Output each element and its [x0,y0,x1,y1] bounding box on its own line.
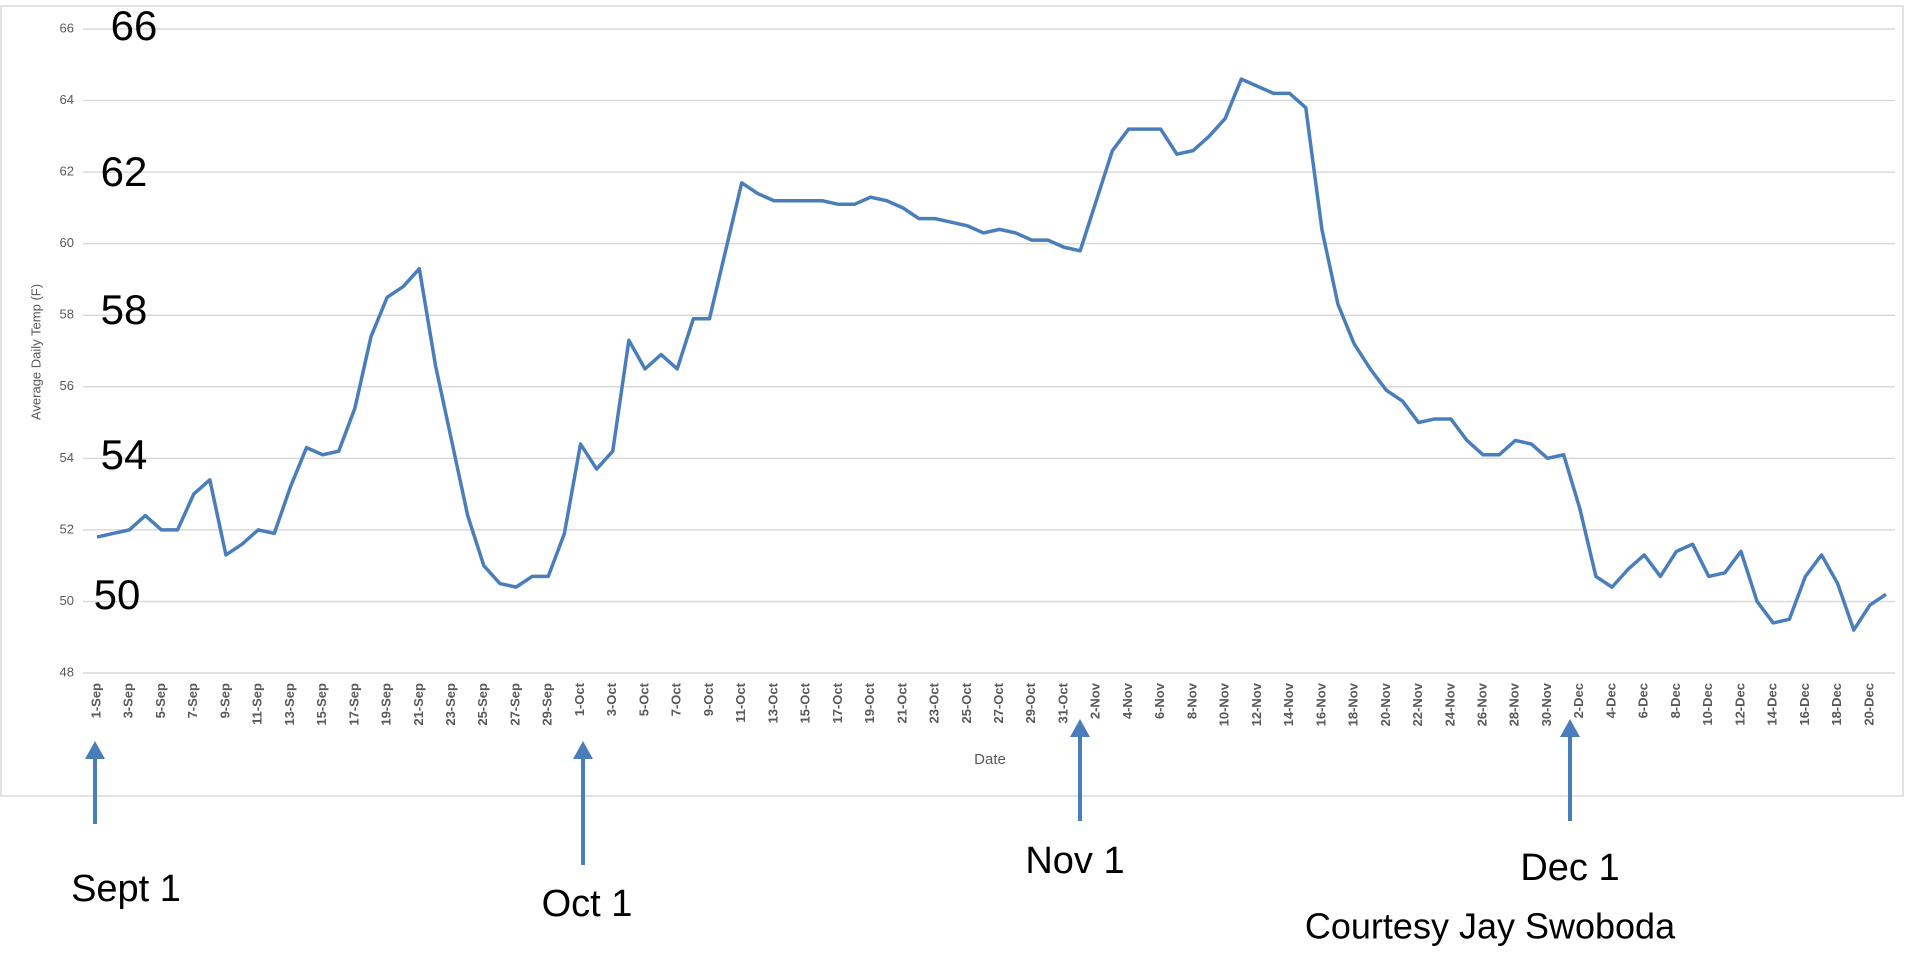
x-tick-label: 10-Dec [1700,683,1715,726]
x-tick-label: 1-Sep [88,683,103,718]
x-tick-label: 12-Nov [1249,682,1264,726]
x-tick-label: 12-Dec [1732,683,1747,726]
x-tick-label: 27-Sep [507,683,522,726]
x-tick-label: 29-Oct [1023,682,1038,723]
y-tick-label: 64 [60,92,74,107]
annotation: Courtesy Jay Swoboda [1305,906,1676,947]
arrow-head [85,741,105,759]
y-tick-label: 54 [60,450,74,465]
arrow-head [1070,719,1090,737]
annotation: Dec 1 [1520,847,1619,889]
y-tick-label: 62 [60,164,74,179]
x-tick-label: 20-Nov [1378,682,1393,726]
x-tick-label: 29-Sep [540,683,555,726]
x-tick-label: 25-Sep [475,683,490,726]
x-tick-label: 23-Sep [443,683,458,726]
annotation: Sept 1 [71,868,181,910]
x-tick-label: 21-Oct [894,682,909,723]
x-tick-label: 8-Dec [1668,683,1683,718]
x-tick-label: 3-Sep [121,683,136,718]
arrow-head [1560,719,1580,737]
x-tick-label: 5-Sep [153,683,168,718]
annotation: Nov 1 [1025,840,1124,882]
y-tick-label: 50 [60,593,74,608]
annotation: Oct 1 [542,883,633,925]
annotation: 54 [101,431,148,478]
arrow-head [573,741,593,759]
x-tick-label: 11-Sep [250,683,265,725]
x-tick-label: 15-Oct [798,682,813,723]
y-tick-label: 48 [60,664,74,679]
x-tick-label: 14-Nov [1281,682,1296,726]
x-tick-label: 10-Nov [1217,682,1232,726]
x-tick-label: 18-Nov [1346,682,1361,726]
x-tick-label: 18-Dec [1829,683,1844,726]
x-tick-label: 28-Nov [1507,682,1522,726]
x-tick-label: 1-Oct [572,682,587,716]
x-tick-label: 21-Sep [411,683,426,726]
x-tick-label: 13-Oct [765,682,780,723]
x-tick-label: 24-Nov [1442,682,1457,726]
annotation: 66 [111,2,158,49]
x-tick-label: 17-Sep [346,683,361,726]
x-tick-label: 8-Nov [1184,682,1199,719]
x-tick-label: 31-Oct [1055,682,1070,723]
y-tick-label: 58 [60,307,74,322]
x-tick-label: 15-Sep [314,683,329,726]
x-tick-label: 9-Sep [217,683,232,718]
x-tick-label: 30-Nov [1539,682,1554,726]
x-tick-label: 19-Oct [862,682,877,723]
y-axis-title: Average Daily Temp (F) [28,284,43,420]
x-tick-label: 7-Oct [669,682,684,716]
x-tick-label: 7-Sep [185,683,200,718]
x-tick-label: 2-Nov [1088,682,1103,719]
x-tick-label: 17-Oct [830,682,845,723]
x-tick-label: 2-Dec [1571,683,1586,718]
x-tick-label: 25-Oct [959,682,974,723]
annotation: 58 [101,286,148,333]
y-tick-label: 60 [60,235,74,250]
data-line [96,77,1887,632]
x-tick-label: 26-Nov [1475,682,1490,726]
annotation: 50 [94,571,141,618]
x-tick-label: 4-Nov [1120,682,1135,719]
x-tick-label: 6-Dec [1636,683,1651,718]
y-tick-label: 66 [60,20,74,35]
x-tick-label: 5-Oct [636,682,651,716]
chart-frame [0,5,1904,797]
x-tick-label: 27-Oct [991,682,1006,723]
x-tick-label: 14-Dec [1765,683,1780,726]
annotation: 62 [101,148,148,195]
y-tick-label: 56 [60,378,74,393]
x-tick-label: 20-Dec [1861,683,1876,726]
x-tick-label: 16-Nov [1313,682,1328,726]
x-tick-label: 6-Nov [1152,682,1167,719]
x-tick-label: 22-Nov [1410,682,1425,726]
x-tick-label: 11-Oct [733,682,748,722]
x-tick-label: 4-Dec [1603,683,1618,718]
x-tick-label: 23-Oct [927,682,942,723]
x-tick-label: 9-Oct [701,682,716,716]
x-tick-label: 19-Sep [379,683,394,726]
x-axis-title: Date [974,751,1006,768]
x-tick-label: 16-Dec [1797,683,1812,726]
x-tick-label: 3-Oct [604,682,619,716]
x-tick-label: 13-Sep [282,683,297,726]
y-tick-label: 52 [60,521,74,536]
